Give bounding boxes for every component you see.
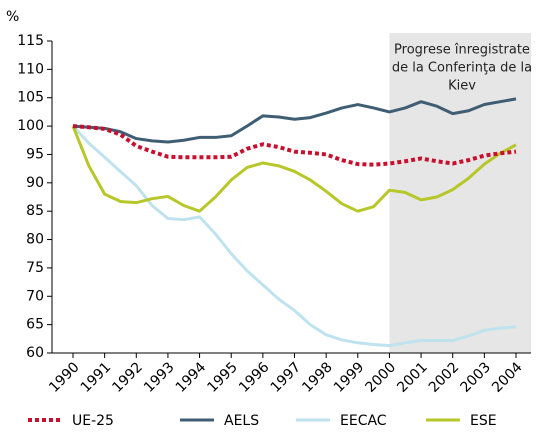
y-tick-label: 90	[26, 175, 44, 191]
x-tick-label: 1992	[109, 359, 146, 396]
y-tick-label: 100	[17, 118, 44, 134]
y-tick-label: 95	[26, 146, 44, 162]
legend-label: UE-25	[72, 413, 114, 429]
series-line	[71, 125, 517, 213]
y-tick-label: 115	[17, 33, 44, 49]
x-tick-label: 2004	[489, 359, 526, 396]
x-tick-label: 2002	[426, 359, 463, 396]
y-tick-label: 110	[17, 61, 44, 77]
legend-label: EECAC	[340, 413, 387, 429]
x-tick-label: 1998	[299, 359, 336, 396]
x-tick-label: 1997	[268, 359, 305, 396]
y-tick-label: 75	[26, 260, 44, 276]
y-tick-label: 105	[17, 90, 44, 106]
shaded-region	[389, 33, 531, 353]
x-tick-label: 1995	[204, 359, 241, 396]
x-tick-label: 2000	[363, 359, 400, 396]
x-tick-label: 2001	[394, 359, 431, 396]
y-tick-label: 85	[26, 203, 44, 219]
y-tick-label: 80	[26, 232, 44, 248]
x-tick-label: 1999	[331, 359, 368, 396]
series-line	[72, 97, 517, 144]
annotation: Kiev	[448, 79, 476, 94]
y-axis-label: %	[6, 9, 19, 25]
x-tick-label: 1993	[141, 359, 178, 396]
x-tick-label: 1990	[46, 359, 83, 396]
y-tick-label: 60	[26, 345, 44, 361]
annotation: Progrese înregistrate	[394, 43, 530, 58]
legend-label: AELS	[224, 413, 259, 429]
y-tick-label: 65	[26, 317, 44, 333]
x-tick-label: 1996	[236, 359, 273, 396]
annotation: de la Conferinţa de la	[392, 61, 532, 76]
series-line	[72, 124, 517, 167]
x-tick-label: 1994	[173, 359, 210, 396]
x-tick-label: 1991	[78, 359, 115, 396]
x-tick-label: 2003	[457, 359, 494, 396]
legend-label: ESE	[470, 413, 497, 429]
y-tick-label: 70	[26, 288, 44, 304]
